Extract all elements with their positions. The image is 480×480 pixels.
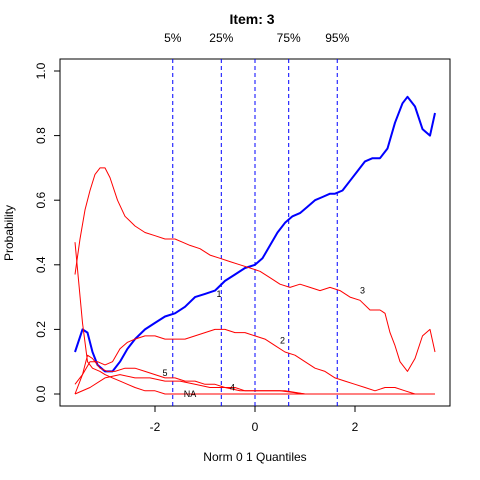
quantile-labels: 5% 25% 75% 95% xyxy=(164,31,350,45)
quantile-label: 25% xyxy=(209,31,233,45)
y-tick-label: 0.0 xyxy=(34,385,48,402)
series-label: 4 xyxy=(230,383,235,393)
y-tick-label: 0.4 xyxy=(34,256,48,273)
y-axis: 0.0 0.2 0.4 0.6 0.8 1.0 xyxy=(34,62,60,402)
y-tick-label: 1.0 xyxy=(34,62,48,79)
x-axis: -2 0 2 xyxy=(150,406,359,434)
series-line xyxy=(74,328,435,395)
series-line xyxy=(74,374,435,395)
series-label: 3 xyxy=(360,286,365,296)
x-tick-label: 0 xyxy=(252,420,259,434)
x-axis-label: Norm 0 1 Quantiles xyxy=(203,450,306,464)
series-label: 5 xyxy=(162,368,167,378)
series-label: 2 xyxy=(280,336,285,346)
y-tick-label: 0.2 xyxy=(34,321,48,338)
chart-title: Item: 3 xyxy=(229,11,274,27)
series-line xyxy=(74,95,436,373)
series-line xyxy=(74,167,436,372)
x-tick-label: -2 xyxy=(150,420,161,434)
series-line xyxy=(74,242,435,395)
y-tick-label: 0.6 xyxy=(34,192,48,209)
series-label: NA xyxy=(184,389,197,399)
series-label: 1 xyxy=(216,289,221,299)
quantile-label: 95% xyxy=(325,31,349,45)
plot-area: 1 3 2 5 NA 4 xyxy=(59,58,451,407)
quantile-label: 5% xyxy=(164,31,182,45)
y-tick-label: 0.8 xyxy=(34,127,48,144)
y-axis-label: Probability xyxy=(2,205,16,261)
x-tick-label: 2 xyxy=(352,420,359,434)
quantile-label: 75% xyxy=(277,31,301,45)
